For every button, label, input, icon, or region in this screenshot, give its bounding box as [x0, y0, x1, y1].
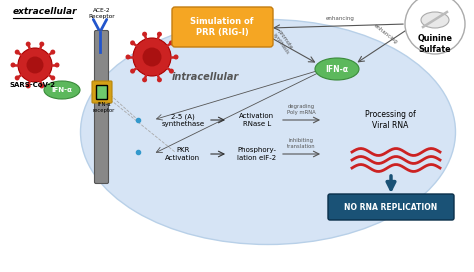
Text: NO RNA REPLICATION: NO RNA REPLICATION — [345, 202, 438, 212]
Circle shape — [133, 38, 171, 76]
FancyBboxPatch shape — [97, 85, 108, 100]
Text: IFN-α: IFN-α — [326, 64, 348, 73]
Text: Processing of
Viral RNA: Processing of Viral RNA — [365, 110, 415, 130]
Circle shape — [130, 41, 135, 45]
Text: inhibiting
translation: inhibiting translation — [287, 138, 315, 149]
Circle shape — [10, 63, 16, 67]
Circle shape — [18, 48, 52, 82]
Text: IFN-α
receptor: IFN-α receptor — [93, 102, 115, 113]
Circle shape — [169, 69, 174, 74]
Text: ACE-2
Receptor: ACE-2 Receptor — [89, 8, 115, 19]
Text: IFN-α: IFN-α — [52, 87, 73, 93]
Text: 2-5 (A)
synthethase: 2-5 (A) synthethase — [162, 113, 205, 127]
Circle shape — [142, 32, 147, 37]
FancyBboxPatch shape — [94, 30, 109, 184]
Circle shape — [26, 84, 31, 88]
Text: enhancing: enhancing — [373, 23, 399, 45]
Text: promote
synthasis: promote synthasis — [272, 28, 295, 55]
Ellipse shape — [44, 81, 80, 99]
Circle shape — [15, 75, 20, 81]
Text: enhancing: enhancing — [326, 16, 355, 21]
Text: Activation
RNase L: Activation RNase L — [239, 113, 274, 127]
Text: SARS-CoV-2: SARS-CoV-2 — [10, 82, 56, 88]
Circle shape — [157, 32, 162, 37]
Circle shape — [39, 42, 44, 47]
FancyBboxPatch shape — [328, 194, 454, 220]
Text: Quinine
Sulfate: Quinine Sulfate — [418, 34, 453, 54]
Circle shape — [55, 63, 60, 67]
Circle shape — [173, 54, 179, 60]
FancyBboxPatch shape — [172, 7, 273, 47]
Ellipse shape — [421, 12, 449, 28]
Circle shape — [157, 77, 162, 82]
Circle shape — [142, 77, 147, 82]
Text: degrading
Poly mRNA: degrading Poly mRNA — [287, 104, 315, 115]
Circle shape — [39, 84, 44, 88]
Circle shape — [143, 48, 162, 66]
Text: intracellular: intracellular — [172, 72, 238, 82]
Circle shape — [126, 54, 130, 60]
Ellipse shape — [315, 58, 359, 80]
Circle shape — [27, 57, 44, 73]
Text: Phosphory-
lation eIF-2: Phosphory- lation eIF-2 — [237, 147, 276, 161]
Circle shape — [15, 50, 20, 55]
Circle shape — [130, 69, 135, 74]
FancyBboxPatch shape — [92, 81, 112, 103]
Text: PKR
Activation: PKR Activation — [165, 147, 201, 161]
Text: Simulation of
PRR (RIG-I): Simulation of PRR (RIG-I) — [190, 17, 254, 38]
Text: extracellular: extracellular — [13, 7, 78, 16]
Ellipse shape — [81, 20, 456, 245]
Circle shape — [50, 75, 55, 81]
Circle shape — [405, 0, 465, 54]
Circle shape — [50, 50, 55, 55]
Circle shape — [169, 41, 174, 45]
Circle shape — [26, 42, 31, 47]
